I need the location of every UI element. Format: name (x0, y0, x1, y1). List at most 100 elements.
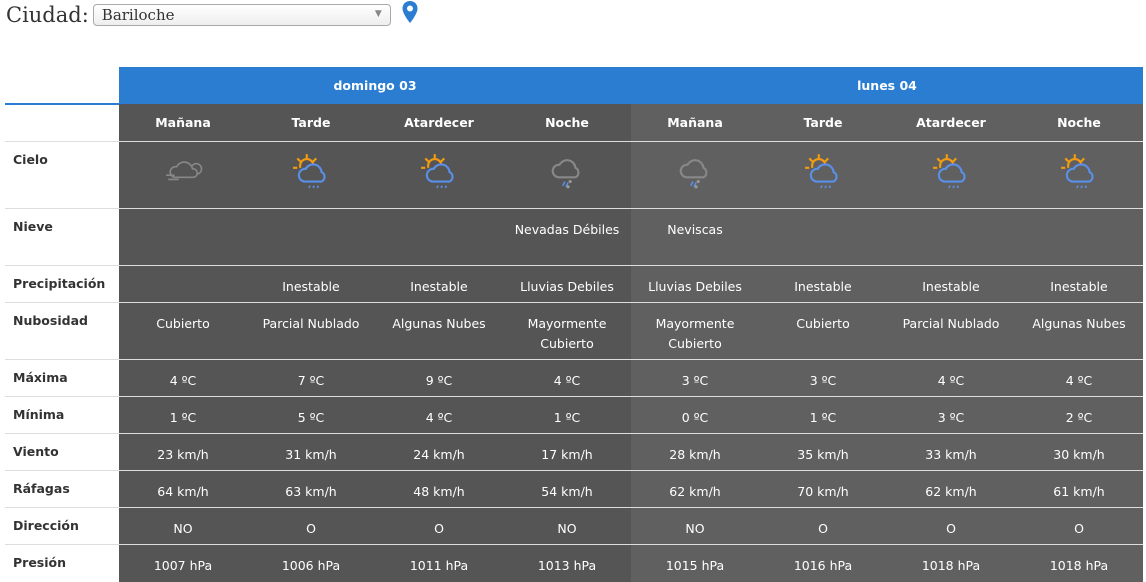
row-label: Dirección (5, 507, 119, 545)
partly-cloudy-rain-icon (1061, 154, 1094, 189)
row-label: Mínima (5, 396, 119, 434)
sky-cell (631, 141, 759, 209)
sky-cell (887, 141, 1015, 209)
direccion-cell: NO (119, 507, 247, 545)
period-header: Noche (1015, 104, 1143, 142)
nubosidad-cell: Algunas Nubes (375, 302, 503, 360)
presion-cell: 1015 hPa (631, 544, 759, 582)
maxima-cell: 4 ºC (119, 359, 247, 397)
row-label: Cielo (5, 141, 119, 209)
presion-cell: 1006 hPa (247, 544, 375, 582)
row-direccion: Dirección NO O O NO NO O O O (5, 507, 1143, 545)
direccion-cell: O (375, 507, 503, 545)
cloud-sleet-icon (679, 159, 708, 189)
row-viento: Viento 23 km/h 31 km/h 24 km/h 17 km/h 28 km/… (5, 433, 1143, 471)
sky-cell (503, 141, 631, 209)
row-label: Precipitación (5, 265, 119, 303)
period-header: Noche (503, 104, 631, 142)
city-select[interactable]: Bariloche ▼ (92, 4, 391, 26)
nubosidad-cell: Mayormente Cubierto (631, 302, 759, 360)
rafagas-cell: 54 km/h (503, 470, 631, 508)
precipitacion-cell: Inestable (759, 265, 887, 303)
city-label: Ciudad: (6, 3, 89, 27)
nubosidad-cell: Cubierto (759, 302, 887, 360)
nieve-cell (247, 208, 375, 266)
presion-cell: 1018 hPa (887, 544, 1015, 582)
presion-cell: 1016 hPa (759, 544, 887, 582)
location-pin-icon[interactable] (401, 0, 419, 24)
rafagas-cell: 48 km/h (375, 470, 503, 508)
maxima-cell: 4 ºC (1015, 359, 1143, 397)
period-header: Mañana (631, 104, 759, 142)
presion-cell: 1011 hPa (375, 544, 503, 582)
maxima-cell: 7 ºC (247, 359, 375, 397)
precipitacion-cell: Inestable (375, 265, 503, 303)
maxima-cell: 4 ºC (887, 359, 1015, 397)
row-label: Nieve (5, 208, 119, 266)
nieve-cell (759, 208, 887, 266)
viento-cell: 24 km/h (375, 433, 503, 471)
minima-cell: 4 ºC (375, 396, 503, 434)
corner-cell (5, 67, 119, 105)
row-minima: Mínima 1 ºC 5 ºC 4 ºC 1 ºC 0 ºC 1 ºC 3 ºC 2 ºC (5, 396, 1143, 434)
row-label: Viento (5, 433, 119, 471)
partly-cloudy-rain-icon (293, 154, 326, 189)
nubosidad-cell: Cubierto (119, 302, 247, 360)
period-header: Tarde (759, 104, 887, 142)
rafagas-cell: 62 km/h (631, 470, 759, 508)
period-header: Atardecer (375, 104, 503, 142)
nieve-cell (119, 208, 247, 266)
nubosidad-cell: Parcial Nublado (247, 302, 375, 360)
period-header: Tarde (247, 104, 375, 142)
row-nieve: Nieve Nevadas Débiles Neviscas (5, 208, 1143, 266)
minima-cell: 1 ºC (759, 396, 887, 434)
corner-cell (5, 104, 119, 142)
sky-cell (119, 141, 247, 209)
row-label: Presión (5, 544, 119, 582)
nieve-cell: Nevadas Débiles (503, 208, 631, 266)
sky-cell (1015, 141, 1143, 209)
precipitacion-cell: Lluvias Debiles (503, 265, 631, 303)
maxima-cell: 9 ºC (375, 359, 503, 397)
minima-cell: 0 ºC (631, 396, 759, 434)
precipitacion-cell (119, 265, 247, 303)
period-header: Mañana (119, 104, 247, 142)
day-header: domingo 03 (119, 67, 631, 104)
precipitacion-cell: Inestable (1015, 265, 1143, 303)
nieve-cell: Neviscas (631, 208, 759, 266)
minima-cell: 5 ºC (247, 396, 375, 434)
minima-cell: 1 ºC (503, 396, 631, 434)
city-select-value: Bariloche (101, 6, 175, 24)
row-label: Nubosidad (5, 302, 119, 360)
maxima-cell: 3 ºC (759, 359, 887, 397)
nubosidad-cell: Mayormente Cubierto (503, 302, 631, 360)
maxima-cell: 4 ºC (503, 359, 631, 397)
row-nubosidad: Nubosidad Cubierto Parcial Nublado Algunas … (5, 302, 1143, 360)
row-maxima: Máxima 4 ºC 7 ºC 9 ºC 4 ºC 3 ºC 3 ºC 4 ºC 4 ºC (5, 359, 1143, 397)
viento-cell: 23 km/h (119, 433, 247, 471)
precipitacion-cell: Inestable (247, 265, 375, 303)
nubosidad-cell: Parcial Nublado (887, 302, 1015, 360)
partly-cloudy-rain-icon (805, 154, 838, 189)
viento-cell: 17 km/h (503, 433, 631, 471)
partly-cloudy-rain-icon (933, 154, 966, 189)
viento-cell: 30 km/h (1015, 433, 1143, 471)
precipitacion-cell: Inestable (887, 265, 1015, 303)
row-presion: Presión 1007 hPa 1006 hPa 1011 hPa 1013 hPa 1… (5, 544, 1143, 582)
row-label: Ráfagas (5, 470, 119, 508)
viento-cell: 28 km/h (631, 433, 759, 471)
nieve-cell (1015, 208, 1143, 266)
forecast-table: domingo 03 lunes 04 Mañana Tarde Atardecer No… (5, 67, 1143, 582)
presion-cell: 1013 hPa (503, 544, 631, 582)
row-label: Máxima (5, 359, 119, 397)
direccion-cell: O (759, 507, 887, 545)
rafagas-cell: 61 km/h (1015, 470, 1143, 508)
minima-cell: 1 ºC (119, 396, 247, 434)
minima-cell: 2 ºC (1015, 396, 1143, 434)
direccion-cell: O (1015, 507, 1143, 545)
viento-cell: 31 km/h (247, 433, 375, 471)
period-header: Atardecer (887, 104, 1015, 142)
nieve-cell (887, 208, 1015, 266)
direccion-cell: O (887, 507, 1015, 545)
minima-cell: 3 ºC (887, 396, 1015, 434)
